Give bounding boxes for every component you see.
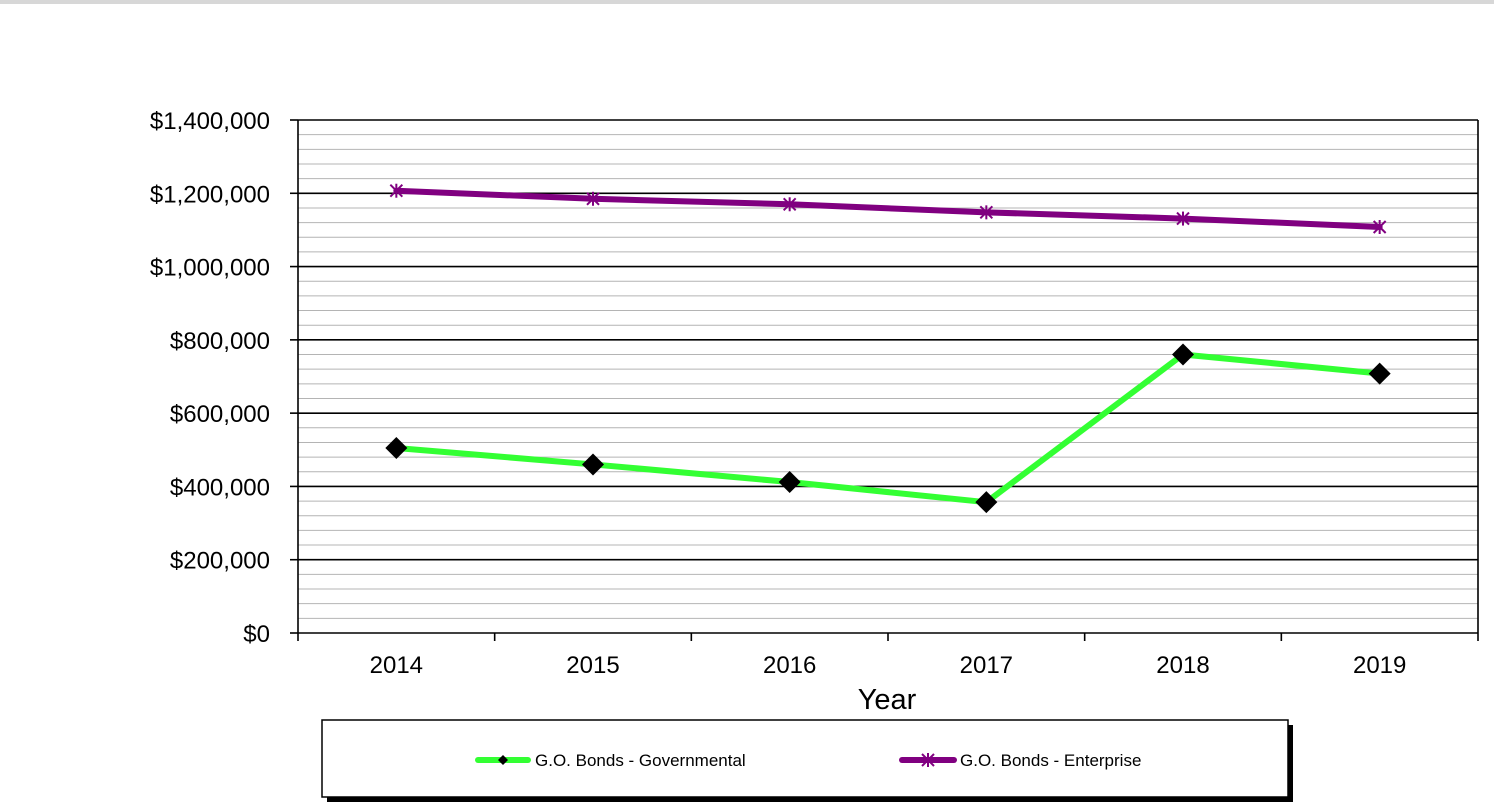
data-point bbox=[389, 183, 404, 198]
y-tick-label: $0 bbox=[243, 621, 270, 648]
y-axis-labels: $0 $200,000 $400,000 $600,000 $800,000 $1,000… bbox=[150, 108, 270, 648]
plot-area bbox=[298, 120, 1478, 633]
series-1 bbox=[385, 343, 1391, 514]
legend-label: G.O. Bonds - Enterprise bbox=[960, 751, 1141, 770]
data-point bbox=[975, 491, 998, 514]
legend-item: G.O. Bonds - Enterprise bbox=[899, 751, 1141, 770]
series-2 bbox=[389, 183, 1387, 234]
y-tick-label: $1,000,000 bbox=[150, 255, 270, 282]
y-tick-label: $1,400,000 bbox=[150, 108, 270, 135]
x-tick-label: 2014 bbox=[370, 652, 423, 679]
series-line bbox=[393, 187, 1383, 230]
legend: G.O. Bonds - Governmental G.O. Bonds - En… bbox=[321, 719, 1293, 802]
legend-box bbox=[321, 719, 1289, 798]
x-tick-label: 2016 bbox=[763, 652, 816, 679]
plot-background bbox=[298, 120, 1478, 633]
legend-item: G.O. Bonds - Governmental bbox=[475, 751, 746, 770]
y-tick-label: $200,000 bbox=[170, 548, 270, 575]
x-tick-label: 2015 bbox=[566, 652, 619, 679]
legend-marker bbox=[921, 753, 935, 767]
x-tick-label: 2019 bbox=[1353, 652, 1406, 679]
series-layer bbox=[385, 183, 1391, 514]
data-point bbox=[586, 191, 600, 206]
x-tick-label: 2018 bbox=[1156, 652, 1209, 679]
y-tick-label: $400,000 bbox=[170, 474, 270, 501]
data-point bbox=[385, 436, 408, 459]
data-point bbox=[778, 471, 801, 494]
data-point bbox=[979, 205, 994, 220]
x-axis-title: Year bbox=[858, 684, 917, 716]
y-tick-label: $800,000 bbox=[170, 328, 270, 355]
legend-marker bbox=[498, 755, 508, 765]
data-point bbox=[1372, 219, 1387, 234]
x-axis-labels: 2014 2015 2016 2017 2018 2019 bbox=[370, 652, 1407, 679]
data-point bbox=[1176, 211, 1190, 226]
data-point bbox=[582, 453, 604, 476]
top-divider bbox=[0, 0, 1494, 4]
data-point bbox=[782, 197, 797, 212]
legend-label: G.O. Bonds - Governmental bbox=[535, 751, 746, 770]
x-tick-label: 2017 bbox=[960, 652, 1013, 679]
data-point bbox=[1172, 343, 1194, 366]
data-point bbox=[1368, 362, 1391, 385]
series-line bbox=[393, 351, 1383, 506]
axes bbox=[290, 119, 1479, 641]
y-tick-label: $600,000 bbox=[170, 401, 270, 428]
y-tick-label: $1,200,000 bbox=[150, 181, 270, 208]
